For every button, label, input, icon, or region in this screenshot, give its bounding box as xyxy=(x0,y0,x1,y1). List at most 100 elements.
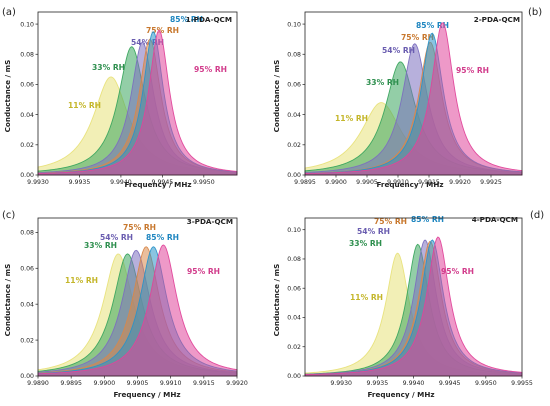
x-tick-label: 9.9950 xyxy=(475,380,497,387)
y-tick-label: 0.10 xyxy=(287,21,301,28)
panel-b-xlabel: Frequency / MHz xyxy=(376,180,443,189)
panel-b: (b) 11% RH 33% RH 54% RH 75% RH 85% RH 95% RH… xyxy=(272,7,542,189)
y-tick-label: 0.04 xyxy=(287,112,301,119)
series-95rh-area xyxy=(304,22,523,176)
series-label-85rh: 85% RH xyxy=(416,21,449,30)
series-label-85rh: 85% RH xyxy=(411,215,444,224)
panel-d-ticks: 9.9930 9.9935 9.9940 9.9945 9.9950 9.9955 0.00… xyxy=(287,227,533,387)
y-tick-label: 0.02 xyxy=(20,142,34,149)
y-tick-label: 0.10 xyxy=(20,21,34,28)
series-label-54rh: 54% RH xyxy=(357,227,390,236)
series-95rh-area xyxy=(304,236,523,377)
series-label-33rh: 33% RH xyxy=(349,239,382,248)
series-label-75rh: 75% RH xyxy=(401,33,434,42)
x-tick-label: 9.9895 xyxy=(60,380,82,387)
series-label-33rh: 33% RH xyxy=(366,78,399,87)
x-tick-label: 9.9910 xyxy=(387,179,409,186)
y-tick-label: 0.06 xyxy=(20,82,34,89)
panel-c-ticks: 9.9890 9.9895 9.9900 9.9905 9.9910 9.9915 9.99… xyxy=(20,230,248,387)
panel-b-ticks: 9.9895 9.9900 9.9905 9.9910 9.9915 9.9920 9.99… xyxy=(287,21,502,186)
series-label-75rh: 75% RH xyxy=(123,223,156,232)
series-label-11rh: 11% RH xyxy=(68,101,101,110)
x-tick-label: 9.9945 xyxy=(152,179,174,186)
series-label-75rh: 75% RH xyxy=(146,26,179,35)
series-label-33rh: 33% RH xyxy=(84,241,117,250)
y-tick-label: 0.08 xyxy=(287,51,301,58)
panel-c-title: 3-PDA-QCM xyxy=(187,217,233,226)
panel-a-xlabel: Frequency / MHz xyxy=(124,180,191,189)
y-tick-label: 0.00 xyxy=(287,373,301,380)
x-tick-label: 9.9935 xyxy=(69,179,91,186)
panel-a-ticks: 9.9930 9.9935 9.9940 9.9945 9.9950 0.00 0.02 0.… xyxy=(20,21,214,186)
series-label-54rh: 54% RH xyxy=(100,233,133,242)
y-tick-label: 0.00 xyxy=(20,373,34,380)
panel-letter-b: (b) xyxy=(528,7,542,18)
series-label-95rh: 95% RH xyxy=(456,66,489,75)
panel-b-series: 11% RH 33% RH 54% RH 75% RH 85% RH 95% RH xyxy=(304,21,523,176)
panel-a-frame xyxy=(37,11,238,176)
panel-b-ylabel: Conductance / mS xyxy=(272,60,281,133)
x-tick-label: 9.9935 xyxy=(367,380,389,387)
panel-letter-c: (c) xyxy=(2,210,15,221)
panel-c-frame xyxy=(37,217,238,377)
y-tick-label: 0.02 xyxy=(287,344,301,351)
series-95rh-area xyxy=(37,29,238,176)
y-tick-label: 0.06 xyxy=(287,82,301,89)
x-tick-label: 9.9930 xyxy=(330,380,352,387)
x-tick-label: 9.9920 xyxy=(226,380,248,387)
y-tick-label: 0.00 xyxy=(287,172,301,179)
panel-b-title: 2-PDA-QCM xyxy=(474,15,520,24)
x-tick-label: 9.9915 xyxy=(418,179,440,186)
series-label-95rh: 95% RH xyxy=(441,267,474,276)
x-tick-label: 9.9900 xyxy=(325,179,347,186)
series-label-75rh: 75% RH xyxy=(374,217,407,226)
y-tick-label: 0.04 xyxy=(20,301,34,308)
panel-c-xlabel: Frequency / MHz xyxy=(113,390,180,399)
x-tick-label: 9.9905 xyxy=(356,179,378,186)
x-tick-label: 9.9890 xyxy=(27,380,49,387)
x-tick-label: 9.9940 xyxy=(110,179,132,186)
series-label-33rh: 33% RH xyxy=(92,63,125,72)
panel-letter-a: (a) xyxy=(2,7,16,18)
series-label-11rh: 11% RH xyxy=(350,293,383,302)
panel-letter-d: (d) xyxy=(530,210,544,221)
x-tick-label: 9.9950 xyxy=(193,179,215,186)
y-tick-label: 0.08 xyxy=(287,256,301,263)
y-tick-label: 0.08 xyxy=(20,51,34,58)
x-tick-label: 9.9920 xyxy=(449,179,471,186)
x-tick-label: 9.9895 xyxy=(294,179,316,186)
panel-d-frame xyxy=(304,217,523,377)
y-tick-label: 0.08 xyxy=(20,230,34,237)
y-tick-label: 0.02 xyxy=(287,142,301,149)
series-label-95rh: 95% RH xyxy=(187,267,220,276)
x-tick-label: 9.9915 xyxy=(193,380,215,387)
x-tick-label: 9.9900 xyxy=(94,380,116,387)
x-tick-label: 9.9925 xyxy=(480,179,502,186)
x-tick-label: 9.9945 xyxy=(439,380,461,387)
series-label-11rh: 11% RH xyxy=(335,114,368,123)
series-label-85rh: 85% RH xyxy=(170,15,203,24)
panel-d-ylabel: Conductance / mS xyxy=(272,264,281,337)
panel-c-ylabel: Conductance / mS xyxy=(3,264,12,337)
x-tick-label: 9.9910 xyxy=(160,380,182,387)
series-label-11rh: 11% RH xyxy=(65,276,98,285)
y-tick-label: 0.04 xyxy=(287,315,301,322)
series-label-95rh: 95% RH xyxy=(194,65,227,74)
y-tick-label: 0.04 xyxy=(20,112,34,119)
series-label-54rh: 54% RH xyxy=(382,46,415,55)
y-tick-label: 0.06 xyxy=(287,285,301,292)
panel-d-title: 4-PDA-QCM xyxy=(472,215,518,224)
y-tick-label: 0.06 xyxy=(20,265,34,272)
y-tick-label: 0.00 xyxy=(20,172,34,179)
y-tick-label: 0.10 xyxy=(287,227,301,234)
panel-a-title: 1-PDA-QCM xyxy=(186,15,232,24)
y-tick-label: 0.02 xyxy=(20,337,34,344)
x-tick-label: 9.9930 xyxy=(27,179,49,186)
x-tick-label: 9.9955 xyxy=(511,380,533,387)
